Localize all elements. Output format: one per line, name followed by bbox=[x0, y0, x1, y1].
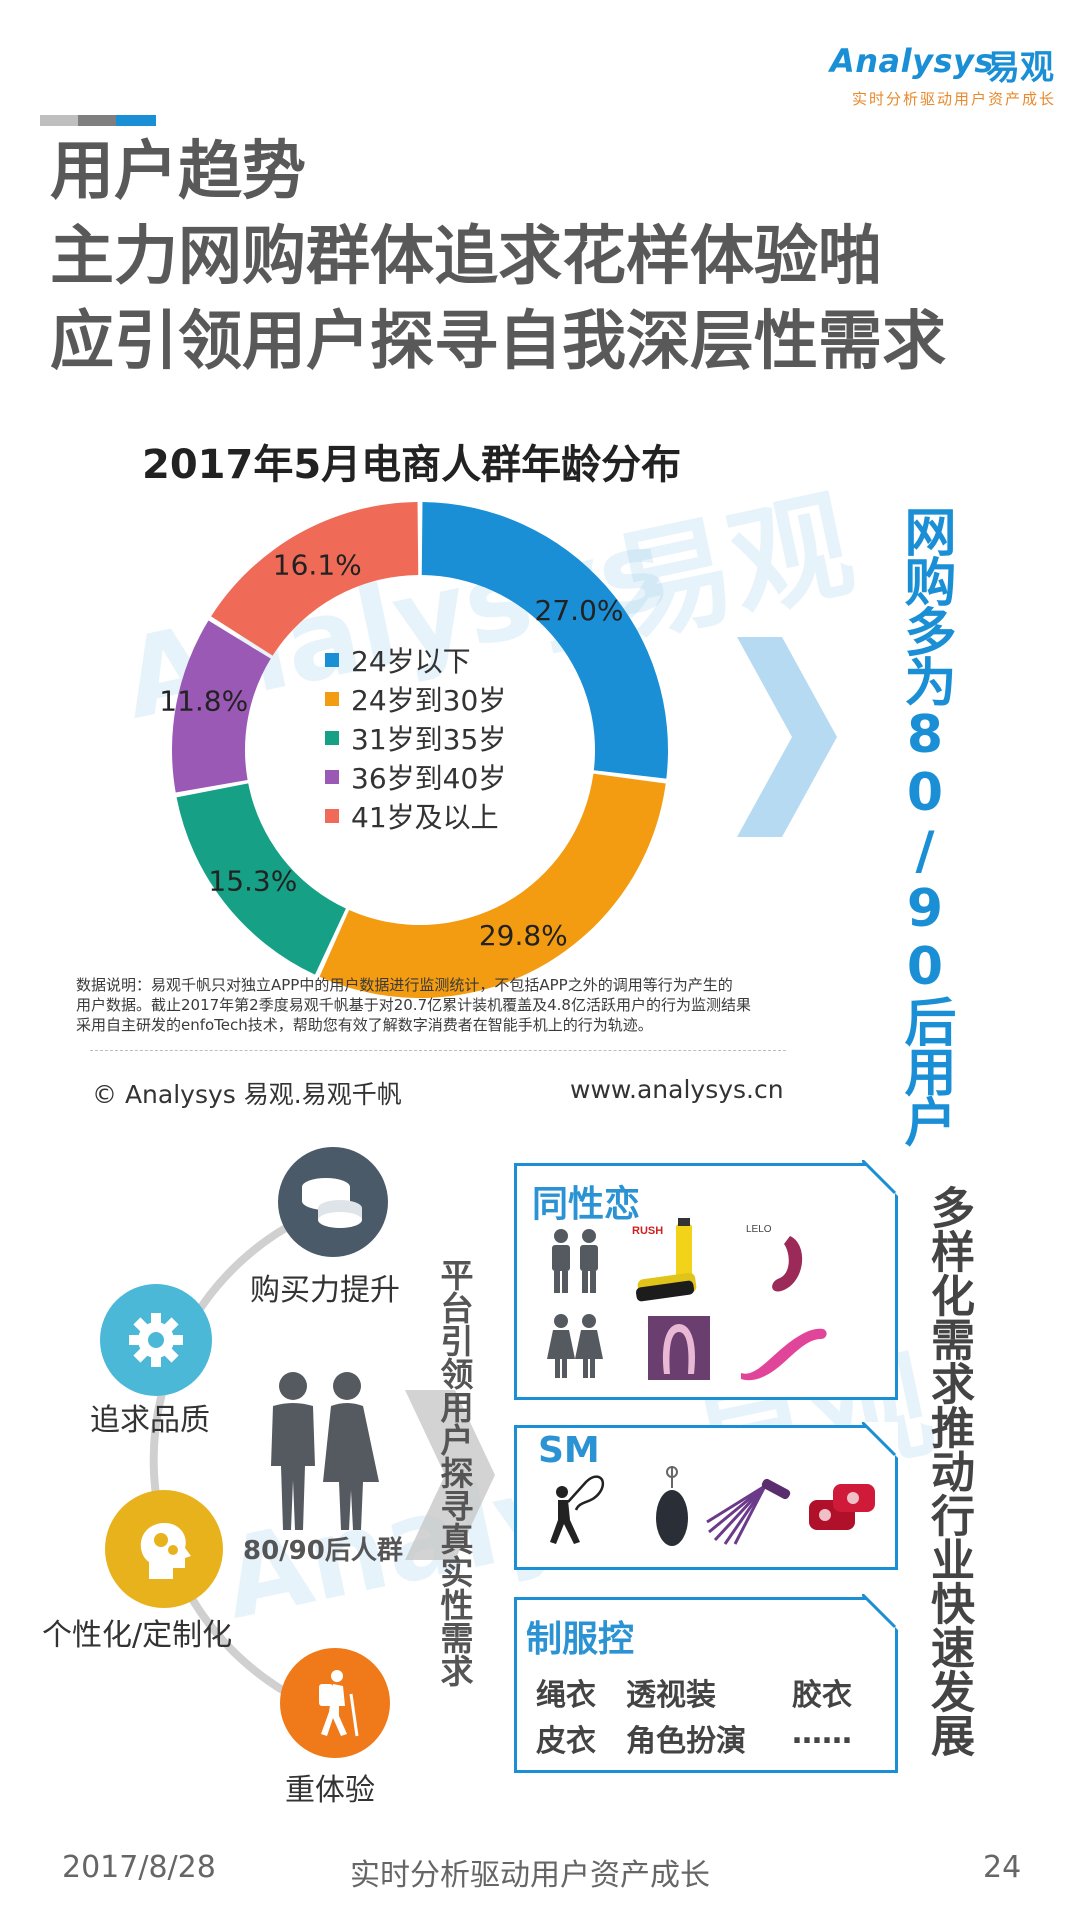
legend-swatch bbox=[325, 652, 339, 667]
whip-figure-icon bbox=[550, 1475, 605, 1544]
page-title-line-1: 用户趋势 bbox=[50, 135, 306, 209]
donut-data-label: 11.8% bbox=[160, 684, 248, 717]
box-corner-accent bbox=[862, 1422, 898, 1458]
box-corner-accent bbox=[862, 1594, 898, 1630]
legend-item: 36岁到40岁 bbox=[325, 757, 506, 796]
egg-vibrator-icon bbox=[656, 1466, 688, 1546]
title-accent-bars bbox=[40, 115, 156, 126]
legend-swatch bbox=[325, 808, 339, 823]
footer-date: 2017/8/28 bbox=[62, 1850, 216, 1885]
driver-label: 购买力提升 bbox=[250, 1273, 400, 1308]
legend-label: 31岁到35岁 bbox=[351, 722, 507, 756]
category-title: SM bbox=[538, 1430, 600, 1471]
brand-logo-word: Analysys bbox=[830, 42, 994, 80]
uniform-item: 角色扮演 bbox=[626, 1724, 746, 1759]
legend-swatch bbox=[325, 769, 339, 784]
copyright: © Analysys 易观.易观千帆 bbox=[92, 1080, 402, 1109]
center-group-label: 80/90后人群 bbox=[243, 1536, 403, 1566]
flogger-icon bbox=[706, 1478, 791, 1545]
side-callout: 网购多为80/90后用户 bbox=[895, 505, 955, 1145]
driver-label: 重体验 bbox=[285, 1773, 375, 1808]
legend-item: 31岁到35岁 bbox=[325, 718, 506, 757]
data-note-line: 用户数据。截止2017年第2季度易观千帆基于对20.7亿累计装机覆盖及4.8亿活… bbox=[76, 996, 751, 1014]
page-title-line-2: 主力网购群体追求花样体验啪 bbox=[50, 220, 882, 294]
chart-legend: 24岁以下 24岁到30岁 31岁到35岁 36岁到40岁 41岁及以上 bbox=[325, 640, 506, 835]
male-couple-icon bbox=[552, 1229, 598, 1293]
uniform-item: 皮衣 bbox=[536, 1724, 596, 1759]
data-note-line: 采用自主研发的enfoTech技术，帮助您有效了解数字消费者在智能手机上的行为轨… bbox=[76, 1016, 653, 1034]
data-note: 数据说明：易观千帆只对独立APP中的用户数据进行监测统计，不包括APP之外的调用… bbox=[76, 975, 796, 1035]
legend-swatch bbox=[325, 730, 339, 745]
legend-item: 24岁以下 bbox=[325, 640, 506, 679]
divider bbox=[90, 1050, 786, 1051]
legend-item: 41岁及以上 bbox=[325, 796, 506, 835]
legend-label: 41岁及以上 bbox=[351, 800, 499, 834]
gear-icon bbox=[100, 1284, 212, 1396]
page-title-line-3: 应引领用户探寻自我深层性需求 bbox=[50, 305, 946, 379]
category-title: 同性恋 bbox=[532, 1184, 641, 1225]
box-corner-accent bbox=[862, 1160, 898, 1196]
donut-data-label: 15.3% bbox=[208, 864, 297, 897]
brand-tagline: 实时分析驱动用户资产成长 bbox=[852, 90, 1057, 108]
brand-logo-cn: 易观 bbox=[986, 48, 1054, 88]
arrow-right-icon bbox=[405, 1390, 495, 1560]
donut-slice bbox=[176, 783, 346, 975]
legend-label: 24岁到30岁 bbox=[351, 683, 507, 717]
chevron-right-icon bbox=[737, 637, 837, 837]
brand-mark: RUSH bbox=[632, 1225, 663, 1237]
legend-label: 24岁以下 bbox=[351, 644, 471, 678]
uniform-item: 胶衣 bbox=[792, 1678, 852, 1713]
double-toy-icon bbox=[648, 1316, 710, 1380]
industry-label: 多样化需求推动行业快速发展 bbox=[923, 1185, 974, 1757]
female-couple-icon bbox=[547, 1314, 603, 1378]
data-note-line: 数据说明：易观千帆只对独立APP中的用户数据进行监测统计，不包括APP之外的调用… bbox=[76, 976, 733, 994]
uniform-item: …… bbox=[792, 1716, 852, 1751]
lighter-product-icon: RUSH bbox=[632, 1218, 697, 1302]
couple-icon bbox=[271, 1372, 379, 1530]
restraint-icon bbox=[809, 1484, 875, 1530]
legend-label: 36岁到40岁 bbox=[351, 761, 507, 795]
hiker-icon bbox=[280, 1648, 390, 1758]
category-title: 制服控 bbox=[526, 1619, 635, 1660]
age-donut-chart: 27.0% 29.8% 15.3% 11.8% 16.1% bbox=[160, 502, 668, 998]
donut-data-label: 27.0% bbox=[535, 594, 624, 627]
donut-data-label: 29.8% bbox=[479, 919, 568, 952]
driver-label: 追求品质 bbox=[90, 1403, 210, 1438]
legend-item: 24岁到30岁 bbox=[325, 679, 506, 718]
donut-slice bbox=[211, 502, 419, 656]
donut-slice bbox=[172, 620, 271, 793]
driver-label: 个性化/定制化 bbox=[42, 1618, 233, 1653]
footer-slogan: 实时分析驱动用户资产成长 bbox=[350, 1858, 710, 1893]
website-link[interactable]: www.analysys.cn bbox=[570, 1075, 784, 1104]
curved-toy-icon bbox=[741, 1328, 827, 1381]
page-number: 24 bbox=[983, 1850, 1022, 1885]
head-gears-icon bbox=[105, 1490, 223, 1608]
drivers-arc bbox=[149, 1216, 302, 1704]
brand-mark: LELO bbox=[746, 1224, 772, 1235]
category-box-uniform bbox=[514, 1597, 898, 1773]
platform-label: 平台引领用户探寻真实性需求 bbox=[435, 1258, 474, 1687]
coins-icon bbox=[278, 1147, 388, 1257]
donut-data-label: 16.1% bbox=[273, 549, 362, 582]
donut-slice bbox=[319, 773, 666, 998]
toy-product-icon: LELO bbox=[746, 1224, 803, 1292]
donut-slice bbox=[421, 502, 668, 779]
legend-swatch bbox=[325, 691, 339, 706]
uniform-item: 透视装 bbox=[626, 1678, 716, 1713]
chart-title: 2017年5月电商人群年龄分布 bbox=[142, 442, 682, 488]
uniform-item: 绳衣 bbox=[536, 1678, 596, 1713]
